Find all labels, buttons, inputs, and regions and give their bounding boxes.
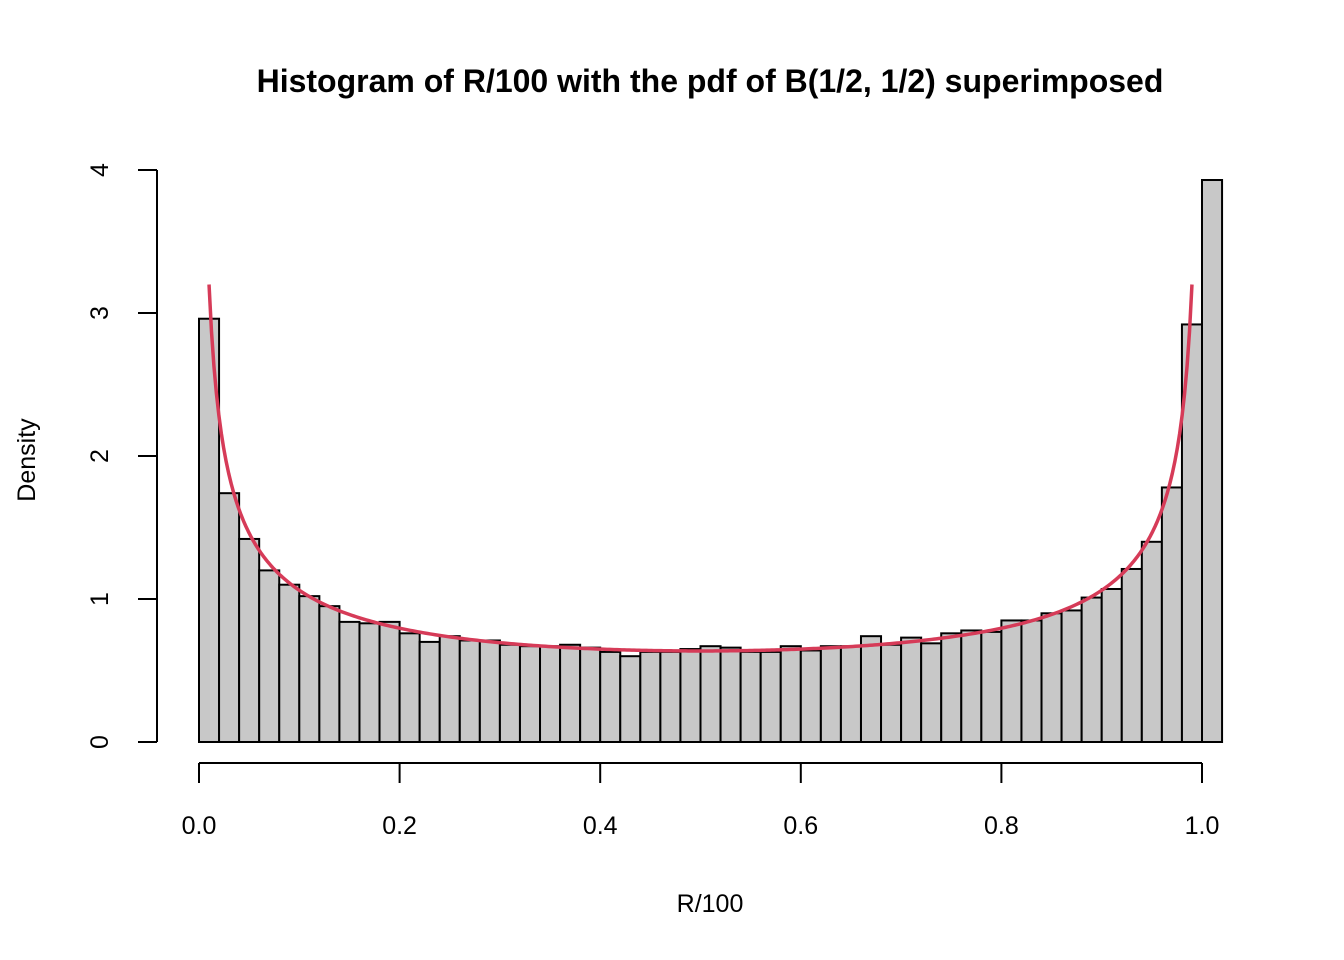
y-axis-label: Density bbox=[13, 418, 41, 502]
x-tick-label: 0.8 bbox=[984, 812, 1019, 840]
histogram-bar bbox=[338, 620, 361, 744]
histogram-bar bbox=[438, 635, 461, 743]
histogram-bar bbox=[1120, 567, 1143, 743]
histogram-bar bbox=[1100, 587, 1123, 743]
histogram-bar bbox=[1000, 619, 1023, 744]
histogram-bar bbox=[940, 632, 963, 744]
histogram-bars bbox=[198, 179, 1224, 744]
histogram-bar bbox=[579, 646, 602, 743]
beta-pdf-curve bbox=[207, 284, 1194, 653]
histogram-bar bbox=[1140, 540, 1163, 743]
histogram-bar bbox=[318, 605, 341, 744]
histogram-bar bbox=[839, 645, 862, 743]
histogram-bar bbox=[498, 643, 521, 744]
histogram-bar bbox=[599, 650, 622, 743]
x-tick-label: 1.0 bbox=[1185, 812, 1220, 840]
histogram-bar bbox=[258, 569, 281, 744]
histogram-bar bbox=[378, 620, 401, 744]
x-tick-label: 0.0 bbox=[182, 812, 217, 840]
x-tick-label: 0.4 bbox=[583, 812, 618, 840]
histogram-bar bbox=[1040, 612, 1063, 743]
histogram-bar bbox=[298, 595, 321, 744]
histogram-bar bbox=[980, 630, 1003, 744]
histogram-bar bbox=[1020, 619, 1043, 744]
histogram-bar bbox=[739, 650, 762, 743]
histogram-bar bbox=[799, 649, 822, 743]
histogram-bar bbox=[1080, 596, 1103, 743]
histogram-bar bbox=[859, 635, 883, 743]
histogram-bar bbox=[1160, 486, 1183, 743]
histogram-bar bbox=[819, 645, 842, 743]
histogram-bar bbox=[518, 645, 542, 743]
histogram-bar bbox=[398, 632, 421, 744]
histogram-bar bbox=[719, 646, 742, 743]
x-tick-label: 0.6 bbox=[783, 812, 818, 840]
histogram-bar bbox=[759, 650, 782, 743]
histogram-bar bbox=[779, 645, 802, 743]
y-tick-label: 2 bbox=[86, 449, 114, 463]
histogram-bar bbox=[619, 655, 642, 744]
histogram-bar bbox=[960, 629, 983, 744]
y-tick-label: 1 bbox=[86, 592, 114, 606]
histogram-bar bbox=[278, 583, 301, 744]
histogram-bar bbox=[920, 642, 943, 744]
histogram-bar bbox=[1060, 609, 1083, 743]
histogram-bar bbox=[559, 643, 582, 744]
histogram-bar bbox=[1201, 179, 1224, 743]
histogram-bar bbox=[679, 648, 702, 743]
histogram-bar bbox=[458, 639, 481, 743]
histogram-bar bbox=[238, 537, 261, 743]
y-tick-label: 3 bbox=[86, 306, 114, 320]
y-tick-label: 4 bbox=[86, 163, 114, 177]
histogram-bar bbox=[699, 645, 722, 743]
x-axis: 0.0 0.2 0.4 0.6 0.8 1.0 bbox=[182, 762, 1220, 840]
histogram-bar bbox=[418, 640, 441, 744]
histogram-bar bbox=[659, 650, 682, 743]
histogram-bar bbox=[478, 639, 501, 743]
histogram-bar bbox=[539, 645, 562, 743]
histogram-bar bbox=[900, 636, 923, 743]
histogram-bar bbox=[880, 643, 903, 744]
chart-title: Histogram of R/100 with the pdf of B(1/2… bbox=[257, 63, 1164, 99]
x-axis-label: R/100 bbox=[677, 890, 744, 918]
histogram-bar bbox=[218, 492, 241, 743]
histogram-bar bbox=[358, 622, 381, 743]
y-axis: 0 1 2 3 4 bbox=[86, 163, 158, 749]
histogram-bar bbox=[639, 650, 662, 743]
x-tick-label: 0.2 bbox=[382, 812, 417, 840]
y-tick-label: 0 bbox=[86, 735, 114, 749]
